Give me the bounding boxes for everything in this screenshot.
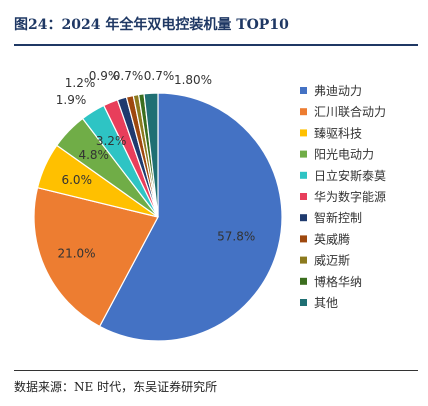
- slice-value-label: 0.7%: [113, 69, 144, 83]
- pie-slice: [98, 92, 283, 342]
- legend-swatch: [300, 193, 307, 200]
- legend-swatch: [300, 108, 307, 116]
- legend-swatch: [300, 235, 307, 243]
- legend-swatch: [300, 87, 307, 94]
- legend-label: 智新控制: [314, 210, 362, 225]
- legend-label: 臻驱科技: [314, 126, 362, 140]
- title-divider: [14, 44, 418, 46]
- legend-swatch: [300, 150, 307, 158]
- legend-label: 博格华纳: [314, 274, 362, 289]
- legend-swatch: [300, 171, 307, 179]
- slice-value-label: 21.0%: [57, 246, 95, 260]
- figure-title: 图24：2024 年全年双电控装机量 TOP10: [14, 17, 289, 33]
- slice-value-label: 3.2%: [96, 134, 127, 148]
- legend-swatch: [300, 214, 307, 222]
- legend-swatch: [300, 129, 307, 137]
- slice-value-label: 1.2%: [65, 76, 96, 90]
- slice-value-label: 57.8%: [217, 230, 255, 244]
- legend-label: 阳光电动力: [314, 148, 374, 162]
- pie-labels: 57.8%21.0%6.0%4.8%3.2%1.9%1.2%0.9%0.7% 0.…: [56, 69, 256, 260]
- legend-label: 弗迪动力: [314, 84, 362, 98]
- legend-label: 威迈斯: [314, 254, 350, 268]
- legend-swatch: [300, 299, 307, 306]
- pie-chart: 57.8%21.0%6.0%4.8%3.2%1.9%1.2%0.9%0.7% 0.…: [33, 69, 386, 342]
- legend-label: 汇川联合动力: [314, 104, 386, 119]
- source-divider: [14, 370, 418, 371]
- legend: 弗迪动力汇川联合动力臻驱科技阳光电动力日立安斯泰莫华为数字能源智新控制英威腾威迈…: [300, 84, 386, 310]
- pie-slices: [33, 92, 283, 342]
- slice-value-label: 1.9%: [56, 93, 87, 107]
- pie-slice: [33, 186, 159, 328]
- legend-swatch: [300, 277, 307, 285]
- source-note: 数据来源：NE 时代，东吴证券研究所: [14, 380, 218, 394]
- legend-label: 英威腾: [314, 231, 350, 246]
- slice-value-label: 1.80%: [174, 73, 212, 87]
- legend-label: 华为数字能源: [314, 189, 386, 204]
- legend-label: 其他: [314, 296, 338, 310]
- slice-value-label: 4.8%: [78, 148, 109, 162]
- slice-value-label: 6.0%: [61, 173, 92, 187]
- pie-slice: [143, 92, 159, 218]
- legend-swatch: [300, 256, 307, 264]
- slice-value-label: 0.9%: [89, 69, 120, 83]
- slice-value-label: 0.7%: [144, 69, 175, 83]
- legend-label: 日立安斯泰莫: [314, 168, 386, 183]
